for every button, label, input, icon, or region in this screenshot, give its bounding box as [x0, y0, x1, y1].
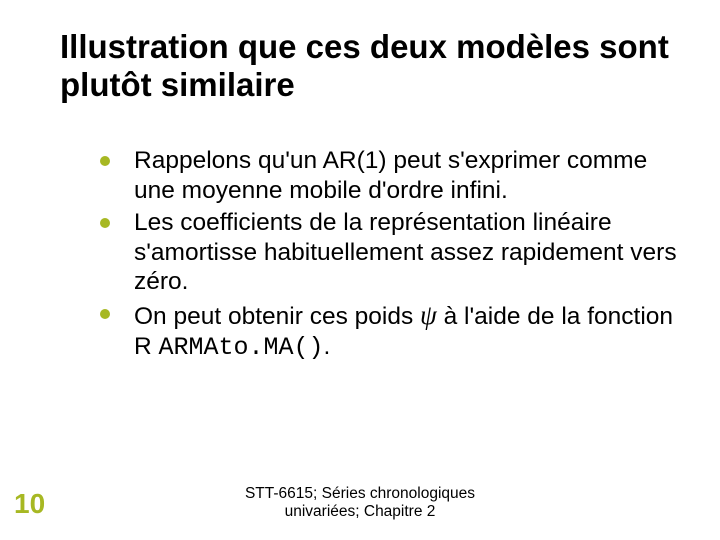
- slide-title: Illustration que ces deux modèles sont p…: [60, 28, 684, 104]
- footer-line-2: univariées; Chapitre 2: [0, 503, 720, 522]
- footer-line-1: STT-6615; Séries chronologiques: [0, 485, 720, 504]
- list-item: Rappelons qu'un AR(1) peut s'exprimer co…: [100, 146, 680, 206]
- psi-symbol: ψ: [420, 300, 437, 330]
- bullet-list: Rappelons qu'un AR(1) peut s'exprimer co…: [100, 146, 680, 364]
- bullet-text-post: .: [324, 333, 331, 360]
- bullet-icon: [100, 218, 110, 228]
- bullet-text: Rappelons qu'un AR(1) peut s'exprimer co…: [134, 147, 647, 204]
- list-item: Les coefficients de la représentation li…: [100, 208, 680, 298]
- bullet-text: Les coefficients de la représentation li…: [134, 209, 677, 296]
- slide-body: Rappelons qu'un AR(1) peut s'exprimer co…: [60, 146, 684, 364]
- slide: Illustration que ces deux modèles sont p…: [0, 0, 720, 540]
- list-item: On peut obtenir ces poids ψ à l'aide de …: [100, 299, 680, 363]
- footer: STT-6615; Séries chronologiques univarié…: [0, 485, 720, 522]
- bullet-icon: [100, 309, 110, 319]
- bullet-icon: [100, 156, 110, 166]
- code-text: ARMAto.MA(): [159, 333, 324, 362]
- bullet-text-pre: On peut obtenir ces poids: [134, 303, 420, 330]
